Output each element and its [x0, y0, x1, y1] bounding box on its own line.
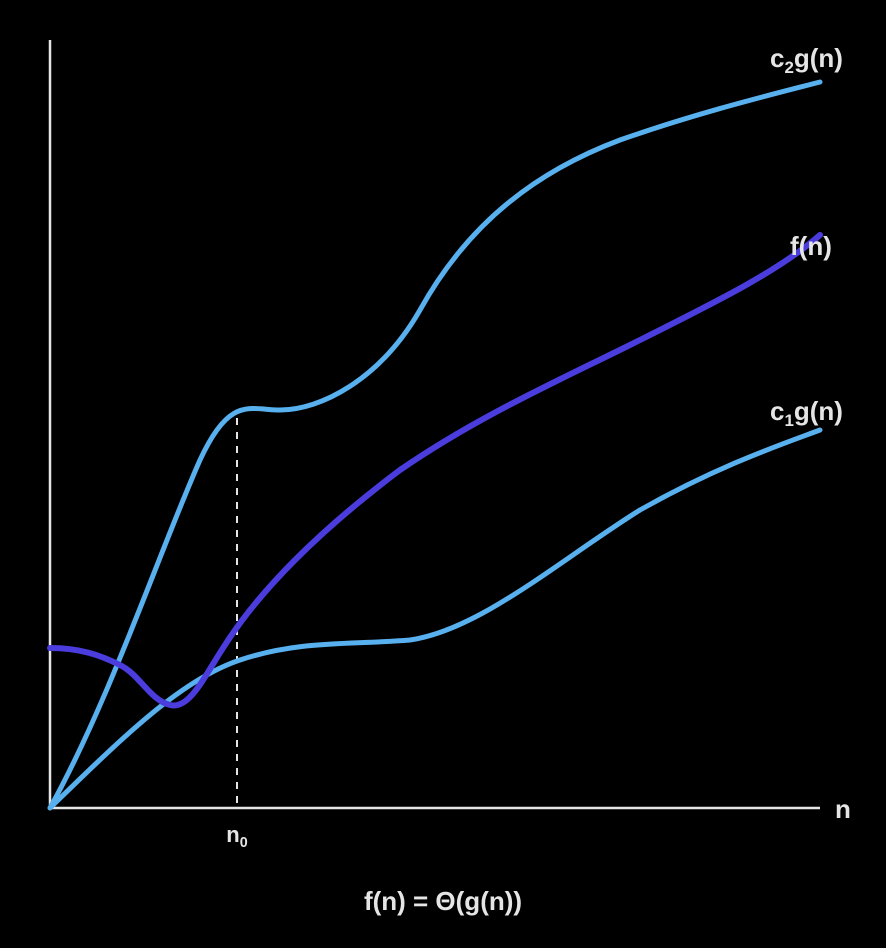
chart-caption: f(n) = Θ(g(n)): [364, 886, 522, 916]
x-axis-label: n: [835, 794, 851, 824]
theta-notation-chart: c2g(n) f(n) c1g(n) n n0 f(n) = Θ(g(n)): [0, 0, 886, 948]
chart-background: [0, 0, 886, 948]
label-c2g: c2g(n): [770, 43, 843, 77]
label-c1g: c1g(n): [770, 396, 843, 430]
label-fn: f(n): [790, 231, 832, 261]
